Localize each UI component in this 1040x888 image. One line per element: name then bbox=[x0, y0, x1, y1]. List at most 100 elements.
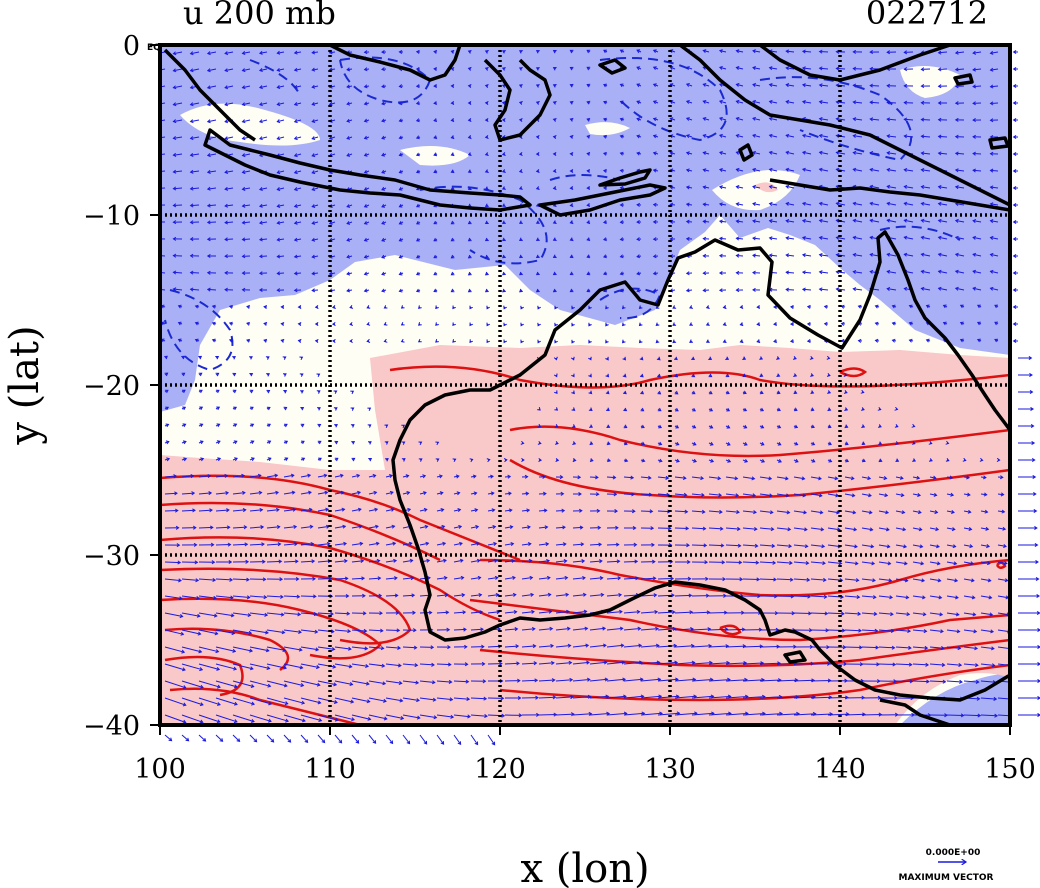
wind-vector bbox=[453, 594, 465, 597]
wind-vector-head bbox=[313, 612, 318, 617]
wind-vector-head bbox=[398, 186, 403, 191]
wind-vector-head bbox=[363, 170, 368, 174]
wind-vector-head bbox=[852, 66, 857, 71]
wind-vector-head bbox=[598, 542, 603, 547]
wind-vector bbox=[215, 734, 223, 742]
wind-vector-head bbox=[934, 510, 939, 515]
wind-vector-head bbox=[293, 119, 298, 124]
wind-vector-head bbox=[903, 134, 908, 139]
wind-vector-head bbox=[182, 389, 186, 394]
wind-vector-head bbox=[768, 167, 773, 172]
wind-vector bbox=[980, 561, 990, 565]
wind-vector bbox=[249, 646, 269, 652]
wind-vector bbox=[294, 272, 302, 275]
wind-vector bbox=[207, 221, 217, 223]
wind-vector bbox=[887, 152, 897, 155]
wind-vector-head bbox=[903, 83, 908, 88]
wind-vector-head bbox=[785, 218, 790, 223]
wind-vector bbox=[827, 696, 848, 699]
wind-vector-head bbox=[490, 474, 494, 479]
wind-vector-head bbox=[198, 355, 203, 360]
wind-vector-head bbox=[357, 490, 362, 495]
wind-vector-head bbox=[263, 338, 268, 343]
wind-vector-head bbox=[752, 133, 756, 138]
wind-vector-head bbox=[821, 544, 826, 549]
wind-vector bbox=[402, 559, 413, 563]
wind-vector-head bbox=[789, 339, 794, 344]
wind-vector-head bbox=[652, 49, 657, 53]
wind-vector-head bbox=[518, 169, 523, 173]
wind-vector bbox=[334, 646, 351, 650]
wind-vector bbox=[708, 695, 731, 699]
wind-vector-head bbox=[872, 578, 876, 583]
wind-vector bbox=[786, 151, 795, 155]
wind-vector-head bbox=[467, 83, 472, 88]
wind-vector bbox=[912, 476, 920, 479]
wind-vector-head bbox=[845, 458, 850, 463]
wind-vector-head bbox=[507, 474, 512, 479]
wind-vector-head bbox=[656, 356, 661, 361]
wind-vector-head bbox=[450, 66, 455, 71]
wind-vector bbox=[973, 85, 982, 88]
wind-vector bbox=[589, 476, 598, 478]
wind-vector-head bbox=[486, 305, 490, 310]
wind-vector-head bbox=[211, 338, 216, 343]
wind-vector bbox=[277, 68, 285, 71]
wind-vector bbox=[164, 646, 185, 653]
x-tick-130: 130 bbox=[644, 754, 696, 785]
wind-vector-head bbox=[233, 701, 238, 706]
wind-vector-head bbox=[801, 236, 806, 240]
wind-vector bbox=[453, 509, 461, 512]
wind-vector bbox=[232, 663, 254, 670]
wind-vector bbox=[719, 134, 727, 138]
wind-vector-head bbox=[389, 474, 394, 478]
wind-vector-head bbox=[811, 424, 815, 429]
wind-vector bbox=[294, 153, 302, 157]
wind-vector bbox=[912, 578, 925, 582]
wind-vector-head bbox=[447, 645, 451, 650]
wind-vector bbox=[242, 85, 251, 89]
wind-vector bbox=[538, 714, 557, 716]
wind-vector bbox=[334, 577, 348, 580]
wind-vector bbox=[878, 544, 890, 548]
wind-vector bbox=[198, 680, 221, 688]
wind-vector-head bbox=[241, 102, 246, 107]
wind-vector bbox=[769, 67, 778, 70]
wind-vector bbox=[691, 679, 713, 682]
wind-vector bbox=[334, 629, 351, 632]
wind-vector bbox=[929, 544, 940, 548]
wind-vector bbox=[708, 527, 723, 530]
wind-vector-head bbox=[652, 219, 657, 225]
wind-vector bbox=[294, 51, 302, 54]
wind-vector bbox=[912, 527, 922, 531]
wind-vector-head bbox=[886, 167, 891, 172]
wind-vector-head bbox=[878, 441, 883, 445]
wind-vector-head bbox=[636, 66, 641, 71]
wind-vector-head bbox=[725, 373, 730, 378]
wind-vector bbox=[980, 646, 994, 650]
wind-vector bbox=[703, 169, 710, 172]
wind-vector-head bbox=[363, 628, 368, 633]
wind-vector bbox=[232, 612, 251, 616]
wind-vector bbox=[504, 526, 513, 529]
wind-vector-head bbox=[241, 237, 246, 242]
wind-vector-head bbox=[869, 527, 874, 532]
wind-vector-head bbox=[903, 117, 908, 122]
wind-vector bbox=[173, 85, 183, 89]
wind-vector bbox=[955, 169, 965, 172]
wind-vector-head bbox=[276, 67, 281, 72]
wind-vector-head bbox=[484, 237, 489, 242]
wind-vector bbox=[555, 628, 570, 631]
wind-vector-head bbox=[972, 235, 977, 240]
wind-vector bbox=[963, 544, 973, 548]
wind-vector-head bbox=[433, 66, 437, 71]
wind-vector bbox=[334, 714, 355, 721]
wind-vector bbox=[334, 491, 344, 495]
wind-vector-head bbox=[177, 338, 182, 343]
wind-vector-head bbox=[631, 492, 635, 497]
wind-vector bbox=[776, 561, 792, 564]
wind-vector-head bbox=[474, 741, 479, 746]
wind-vector-head bbox=[874, 304, 879, 309]
wind-vector-head bbox=[606, 407, 610, 412]
wind-vector bbox=[904, 253, 914, 257]
